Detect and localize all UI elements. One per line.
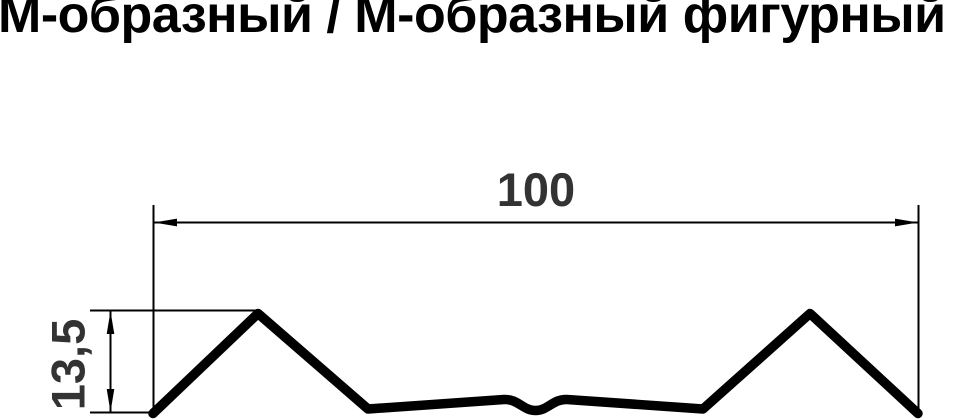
height-arrow-down-icon bbox=[106, 389, 115, 412]
width-arrow-left-icon bbox=[154, 218, 177, 227]
height-dimension-label: 13,5 bbox=[41, 318, 95, 411]
page-title: М-образный / М-образный фигурный bbox=[0, 0, 946, 44]
width-arrow-right-icon bbox=[895, 218, 918, 227]
width-dimension-label: 100 bbox=[496, 163, 576, 216]
profile-outline bbox=[148, 308, 923, 419]
height-arrow-up-icon bbox=[106, 311, 115, 334]
